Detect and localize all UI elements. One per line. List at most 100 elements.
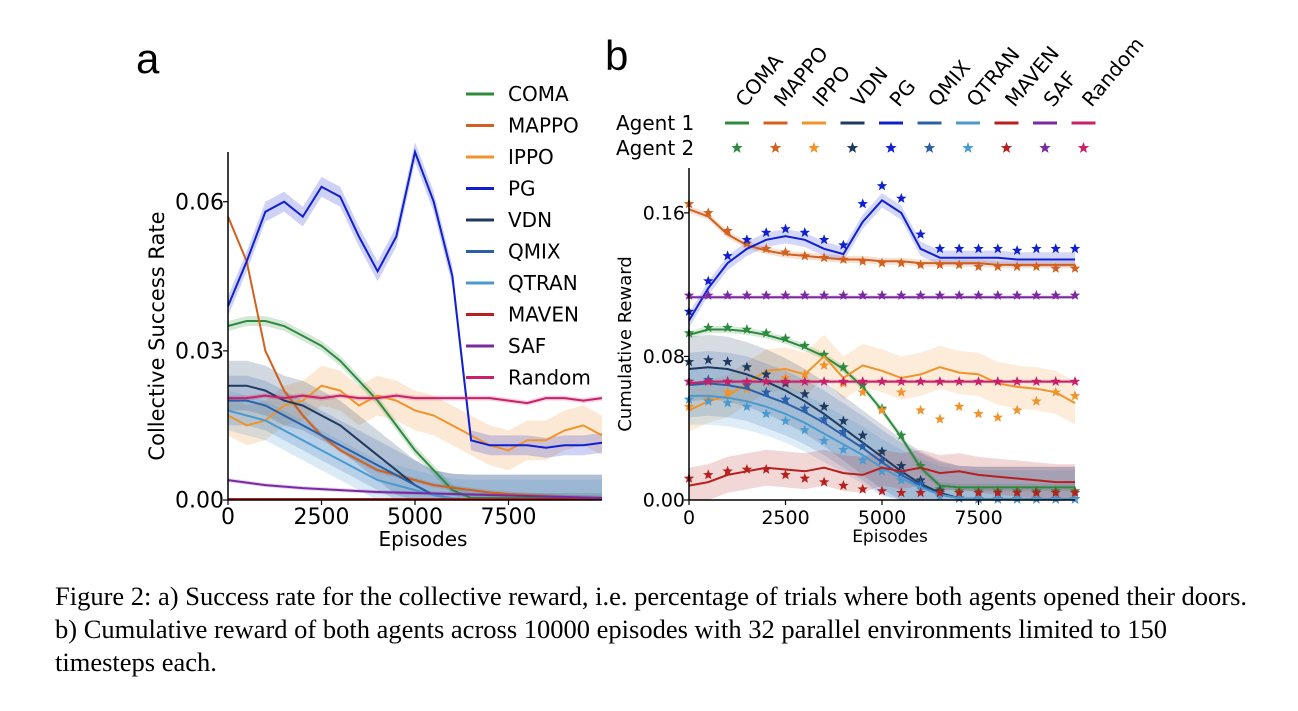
star-marker xyxy=(1031,493,1042,504)
star-marker xyxy=(992,493,1003,504)
star-marker xyxy=(973,261,984,272)
x-tick-label: 7500 xyxy=(954,507,1002,529)
star-marker xyxy=(741,289,753,300)
line-agent1-maven xyxy=(688,466,1075,487)
star-marker xyxy=(1031,289,1042,300)
star-marker xyxy=(761,243,772,254)
star-marker xyxy=(876,465,888,476)
star-marker xyxy=(722,376,733,386)
star-marker xyxy=(896,467,907,478)
star-marker xyxy=(915,487,926,498)
figure-caption: Figure 2: a) Success rate for the collec… xyxy=(55,581,1248,677)
star-marker xyxy=(838,415,849,426)
markers-agent2-maven xyxy=(683,464,1081,498)
star-marker xyxy=(722,397,733,408)
y-tick-label: 0.08 xyxy=(643,346,685,368)
star-marker xyxy=(896,289,907,300)
star-marker xyxy=(799,250,810,261)
band-qmix xyxy=(689,351,1075,500)
chart-panel-b: 0 2500 5000 7500 0.00 0.08 0.16 Episodes Cumulat… xyxy=(615,32,1149,547)
star-marker xyxy=(741,379,753,390)
star-marker xyxy=(799,388,810,399)
star-marker xyxy=(799,403,810,413)
markers-agent2-random xyxy=(683,376,1081,386)
legend-label-ippo: IPPO xyxy=(508,145,554,169)
star-marker xyxy=(741,324,753,334)
star-marker xyxy=(1069,289,1081,300)
star-marker xyxy=(818,476,830,487)
legend-row-agent-1: Agent 1 xyxy=(616,111,694,135)
x-tick-label: 5000 xyxy=(387,505,443,530)
chart-panel-a: 0 2500 5000 7500 0.00 0.03 0.06 Episodes Collect… xyxy=(145,82,603,551)
x-tick-label: 0 xyxy=(683,507,695,529)
star-marker xyxy=(780,289,791,300)
star-marker xyxy=(838,361,849,372)
star-marker xyxy=(722,289,733,300)
star-marker xyxy=(857,483,868,494)
star-marker xyxy=(857,386,868,397)
legend-row-agent-2: Agent 2 xyxy=(616,136,694,160)
markers-agent2-mappo xyxy=(683,198,1081,273)
star-marker xyxy=(722,250,733,261)
star-marker xyxy=(838,289,849,300)
star-marker xyxy=(703,289,714,300)
x-tick-label: 2500 xyxy=(761,507,809,529)
star-marker xyxy=(896,386,907,397)
star-marker xyxy=(780,246,791,257)
star-marker xyxy=(992,376,1003,386)
star-marker xyxy=(818,359,830,370)
star-marker xyxy=(818,401,830,412)
star-marker xyxy=(799,376,810,386)
star-marker xyxy=(741,361,753,372)
legend-label-vdn: VDN xyxy=(846,62,893,111)
star-marker xyxy=(761,464,772,474)
legend-a: COMA MAPPO IPPO PG VDN QMIX QTRAN MAVEN SAF Rando… xyxy=(466,82,591,390)
legend-star-qtran xyxy=(962,142,974,153)
x-axis-label: Episodes xyxy=(379,527,468,551)
star-marker xyxy=(954,243,965,254)
star-marker xyxy=(1011,376,1023,386)
star-marker xyxy=(818,376,830,386)
star-marker xyxy=(1011,404,1023,415)
star-marker xyxy=(857,198,868,209)
band-qtran xyxy=(228,390,602,500)
star-marker xyxy=(799,289,810,300)
legend-label-qmix: QMIX xyxy=(923,55,975,111)
star-marker xyxy=(780,469,791,480)
star-marker xyxy=(857,376,868,386)
star-marker xyxy=(741,234,753,245)
markers-agent2-pg xyxy=(683,180,1081,316)
star-marker xyxy=(799,424,810,435)
star-marker xyxy=(1050,386,1061,397)
legend-star-qmix xyxy=(923,142,936,153)
star-marker xyxy=(703,354,714,365)
star-marker xyxy=(915,376,926,386)
star-marker xyxy=(1011,289,1023,300)
star-marker xyxy=(741,376,753,386)
legend-label-random: Random xyxy=(508,366,591,390)
star-marker xyxy=(954,487,965,498)
legend-label-qtran: QTRAN xyxy=(508,271,578,295)
legend-label-saf: SAF xyxy=(508,334,546,358)
star-marker xyxy=(973,376,984,386)
star-marker xyxy=(838,376,849,386)
star-marker xyxy=(799,368,810,379)
legend-label-pg: PG xyxy=(508,177,536,201)
panel-label-b: b xyxy=(605,32,628,79)
legend-label-mappo: MAPPO xyxy=(508,114,579,138)
star-marker xyxy=(954,376,965,386)
x-axis-label: Episodes xyxy=(852,527,928,547)
line-agent1-pg xyxy=(688,198,1075,322)
legend-star-ippo xyxy=(808,142,820,153)
panel-label-a: a xyxy=(136,35,160,82)
star-marker xyxy=(992,261,1003,272)
star-marker xyxy=(722,322,733,333)
star-marker xyxy=(741,464,753,474)
star-marker xyxy=(1069,493,1081,504)
line-agent1-ippo xyxy=(688,354,1076,412)
star-marker xyxy=(703,275,714,286)
star-marker xyxy=(896,460,907,471)
band-random xyxy=(228,393,602,406)
star-marker xyxy=(1069,263,1081,273)
star-marker xyxy=(703,395,714,406)
